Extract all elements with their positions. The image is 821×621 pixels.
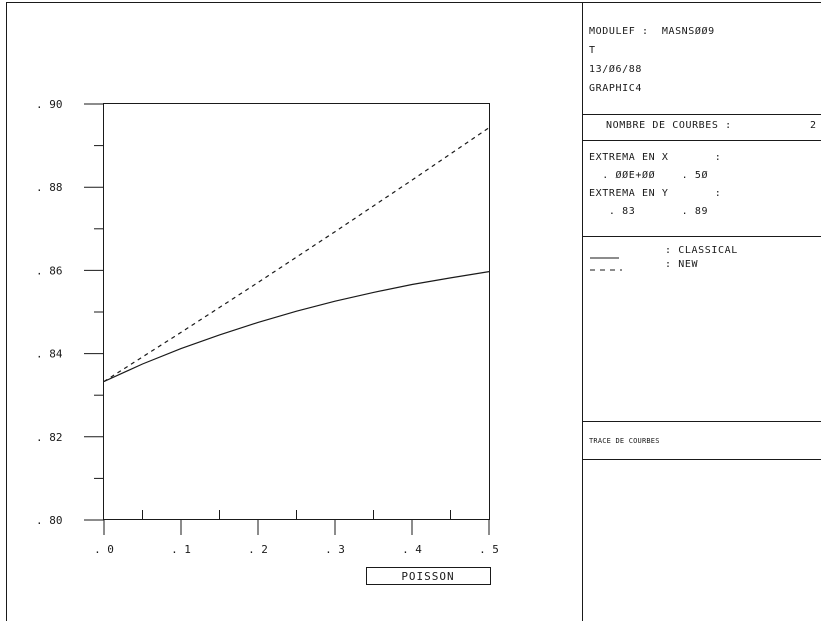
y-axis: . 80 . 82 . 84 . 86 . 88 . 90 bbox=[36, 98, 104, 527]
y-tick-label: . 84 bbox=[36, 348, 63, 361]
series-line-classical bbox=[103, 271, 490, 383]
extrema-x-values: . ØØE+ØØ . 5Ø bbox=[589, 170, 709, 181]
extrema-y-values: . 83 . 89 bbox=[589, 206, 709, 217]
header-line-1: MODULEF : MASNSØØ9 bbox=[589, 26, 715, 37]
legend-classical-label: : CLASSICAL bbox=[665, 245, 738, 256]
header-line-4: GRAPHIC4 bbox=[589, 83, 642, 94]
x-axis-label: POISSON bbox=[401, 570, 454, 583]
series-line-new bbox=[103, 127, 490, 383]
nombre-label: NOMBRE DE COURBES : bbox=[606, 120, 732, 131]
outer-border bbox=[6, 2, 821, 621]
x-tick-label: . 4 bbox=[402, 543, 422, 556]
y-tick-label: . 88 bbox=[36, 181, 63, 194]
y-tick-label: . 86 bbox=[36, 264, 63, 277]
x-axis-label-box bbox=[366, 567, 491, 585]
x-tick-label: . 1 bbox=[171, 543, 191, 556]
series-layer bbox=[103, 127, 490, 383]
nombre-value: 2 bbox=[810, 120, 817, 131]
extrema-x-label: EXTREMA EN X : bbox=[589, 152, 722, 163]
x-tick-label: . 3 bbox=[325, 543, 345, 556]
header-line-3: 13/Ø6/88 bbox=[589, 64, 642, 75]
y-tick-label: . 90 bbox=[36, 98, 63, 111]
header-line-2: T bbox=[589, 45, 596, 56]
x-tick-label: . 2 bbox=[248, 543, 268, 556]
extrema-y-label: EXTREMA EN Y : bbox=[589, 188, 722, 199]
x-axis: . 0 . 1 . 2 . 3 . 4 . 5 bbox=[94, 510, 499, 556]
y-tick-label: . 82 bbox=[36, 431, 63, 444]
y-tick-label: . 80 bbox=[36, 514, 63, 527]
legend-new-label: : NEW bbox=[665, 259, 699, 270]
x-tick-label: . 5 bbox=[479, 543, 499, 556]
trace-label: TRACE DE COURBES bbox=[589, 437, 660, 445]
x-tick-label: . 0 bbox=[94, 543, 114, 556]
